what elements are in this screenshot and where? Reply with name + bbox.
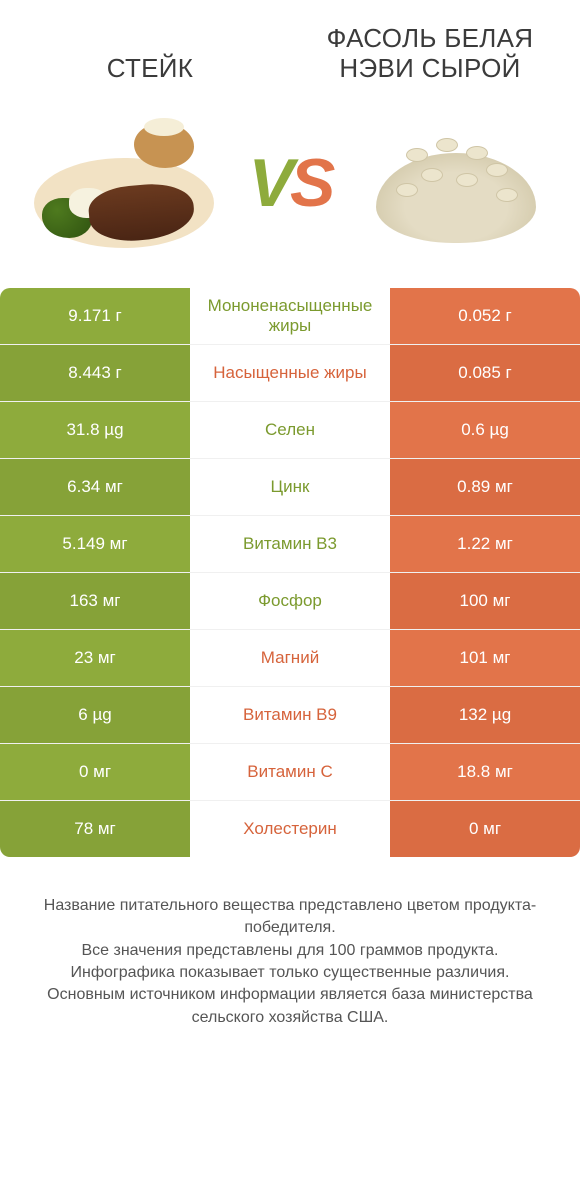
table-row: 6.34 мгЦинк0.89 мг <box>0 458 580 515</box>
left-value: 9.171 г <box>0 288 190 344</box>
left-value: 31.8 µg <box>0 402 190 458</box>
nutrient-label: Фосфор <box>190 573 390 629</box>
footer-note-line: Инфографика показывает только существенн… <box>20 962 560 984</box>
nutrient-label: Витамин B9 <box>190 687 390 743</box>
beans-illustration <box>366 118 546 248</box>
right-value: 101 мг <box>390 630 580 686</box>
footer-note-line: Основным источником информации является … <box>20 984 560 1029</box>
nutrient-label: Цинк <box>190 459 390 515</box>
table-row: 0 мгВитамин C18.8 мг <box>0 743 580 800</box>
vs-label: VS <box>249 144 332 222</box>
right-value: 0.6 µg <box>390 402 580 458</box>
right-value: 0.052 г <box>390 288 580 344</box>
right-title-col: ФАСОЛЬ БЕЛАЯ НЭВИ СЫРОЙ <box>290 24 570 84</box>
left-value: 6.34 мг <box>0 459 190 515</box>
table-row: 23 мгМагний101 мг <box>0 629 580 686</box>
footer-notes: Название питательного вещества представл… <box>0 857 580 1049</box>
left-value: 0 мг <box>0 744 190 800</box>
left-value: 23 мг <box>0 630 190 686</box>
right-value: 18.8 мг <box>390 744 580 800</box>
table-row: 31.8 µgСелен0.6 µg <box>0 401 580 458</box>
left-value: 6 µg <box>0 687 190 743</box>
table-row: 5.149 мгВитамин B31.22 мг <box>0 515 580 572</box>
left-value: 163 мг <box>0 573 190 629</box>
nutrient-label: Холестерин <box>190 801 390 857</box>
nutrient-label: Витамин B3 <box>190 516 390 572</box>
left-title-col: СТЕЙК <box>10 54 290 84</box>
infographic-root: СТЕЙК ФАСОЛЬ БЕЛАЯ НЭВИ СЫРОЙ VS <box>0 0 580 1049</box>
nutrient-label: Магний <box>190 630 390 686</box>
left-value: 5.149 мг <box>0 516 190 572</box>
left-product-image <box>24 108 224 258</box>
comparison-table: 9.171 гМононенасыщенные жиры0.052 г8.443… <box>0 288 580 857</box>
footer-note-line: Название питательного вещества представл… <box>20 895 560 940</box>
table-row: 163 мгФосфор100 мг <box>0 572 580 629</box>
table-row: 9.171 гМононенасыщенные жиры0.052 г <box>0 288 580 344</box>
right-value: 132 µg <box>390 687 580 743</box>
steak-illustration <box>34 118 214 248</box>
vs-letter-s: S <box>290 145 331 221</box>
nutrient-label: Насыщенные жиры <box>190 345 390 401</box>
nutrient-label: Мононенасыщенные жиры <box>190 288 390 344</box>
vs-letter-v: V <box>249 145 290 221</box>
footer-note-line: Все значения представлены для 100 граммо… <box>20 940 560 962</box>
right-product-title: ФАСОЛЬ БЕЛАЯ НЭВИ СЫРОЙ <box>290 24 570 84</box>
nutrient-label: Витамин C <box>190 744 390 800</box>
right-value: 0.085 г <box>390 345 580 401</box>
table-row: 6 µgВитамин B9132 µg <box>0 686 580 743</box>
left-value: 78 мг <box>0 801 190 857</box>
right-product-image <box>356 108 556 258</box>
right-value: 0 мг <box>390 801 580 857</box>
right-value: 100 мг <box>390 573 580 629</box>
nutrient-label: Селен <box>190 402 390 458</box>
left-value: 8.443 г <box>0 345 190 401</box>
right-value: 0.89 мг <box>390 459 580 515</box>
vs-row: VS <box>0 108 580 288</box>
title-row: СТЕЙК ФАСОЛЬ БЕЛАЯ НЭВИ СЫРОЙ <box>0 0 580 108</box>
table-row: 78 мгХолестерин0 мг <box>0 800 580 857</box>
table-row: 8.443 гНасыщенные жиры0.085 г <box>0 344 580 401</box>
left-product-title: СТЕЙК <box>10 54 290 84</box>
right-value: 1.22 мг <box>390 516 580 572</box>
